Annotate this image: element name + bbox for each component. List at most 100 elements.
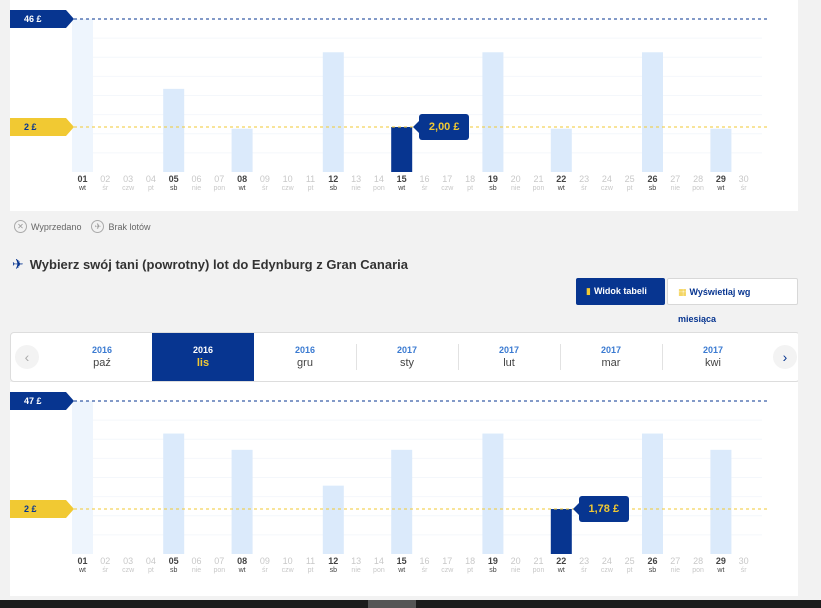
weekday-label: pon xyxy=(213,567,226,574)
weekday-label: wt xyxy=(398,185,406,192)
day-label-12[interactable]: 12 sb xyxy=(322,174,344,193)
day-label-01[interactable]: 01 wt xyxy=(72,174,94,193)
table-view-button[interactable]: ▮ Widok tabeli xyxy=(576,278,665,305)
weekday-label: nie xyxy=(670,185,680,192)
weekday-label: pt xyxy=(307,185,314,192)
horizontal-scrollbar[interactable] xyxy=(0,600,821,608)
month-tab-2017-3[interactable]: 2017 sty xyxy=(356,333,458,381)
day-bar-08 xyxy=(231,449,253,554)
month-tab-2016-2[interactable]: 2016 gru xyxy=(254,333,356,381)
day-label-01[interactable]: 01 wt xyxy=(72,556,94,575)
month-tab-year: 2017 xyxy=(396,345,418,355)
day-number: 29 xyxy=(715,174,726,184)
day-label-05[interactable]: 05 sb xyxy=(163,556,185,575)
day-label-17: 17 czw xyxy=(436,556,458,575)
day-number: 03 xyxy=(123,556,134,566)
month-tab-name: paź xyxy=(93,357,111,369)
day-label-05[interactable]: 05 sb xyxy=(163,174,185,193)
month-tab-name: sty xyxy=(399,357,415,369)
day-label-30: 30 śr xyxy=(733,556,755,575)
day-number: 09 xyxy=(259,556,270,566)
chevron-left-icon[interactable]: ‹ xyxy=(15,345,39,369)
day-label-22[interactable]: 22 wt xyxy=(550,556,572,575)
day-number: 10 xyxy=(282,174,293,184)
month-tab-2017-4[interactable]: 2017 lut xyxy=(458,333,560,381)
day-label-23: 23 śr xyxy=(573,174,595,193)
day-bar-19 xyxy=(482,52,504,173)
chevron-right-icon[interactable]: › xyxy=(773,345,797,369)
day-number: 16 xyxy=(419,556,430,566)
day-bar-01 xyxy=(72,19,93,172)
day-number: 17 xyxy=(442,174,453,184)
month-separator xyxy=(662,344,663,370)
day-label-15[interactable]: 15 wt xyxy=(391,556,413,575)
month-tab-name: lis xyxy=(196,357,210,369)
day-number: 04 xyxy=(145,174,156,184)
weekday-label: pt xyxy=(626,567,633,574)
month-view-button[interactable]: ▦ Wyświetlaj wg miesiąca xyxy=(667,278,798,324)
month-tab-year: 2016 xyxy=(192,345,214,355)
day-label-10: 10 czw xyxy=(277,174,299,193)
weekday-label: śr xyxy=(421,185,428,192)
weekday-label: nie xyxy=(191,185,202,192)
day-number: 01 xyxy=(77,556,88,566)
day-number: 06 xyxy=(191,174,202,184)
month-tab-name: gru xyxy=(297,357,313,369)
weekday-label: wt xyxy=(79,185,86,192)
weekday-label: śr xyxy=(421,567,428,574)
weekday-label: śr xyxy=(740,185,747,192)
day-number: 24 xyxy=(601,174,612,184)
weekday-label: pon xyxy=(692,567,704,574)
day-label-15[interactable]: 15 wt xyxy=(391,174,413,193)
day-label-14: 14 pon xyxy=(368,174,390,193)
page-scrollbar[interactable] xyxy=(798,0,821,600)
weekday-label: pon xyxy=(373,567,385,574)
day-label-19[interactable]: 19 sb xyxy=(482,556,504,575)
day-label-26[interactable]: 26 sb xyxy=(642,556,664,575)
weekday-label: sb xyxy=(648,185,657,192)
day-label-27: 27 nie xyxy=(664,556,686,575)
day-label-22[interactable]: 22 wt xyxy=(550,174,572,193)
day-label-26[interactable]: 26 sb xyxy=(642,174,664,193)
day-number: 28 xyxy=(693,556,704,566)
month-tab-2017-6[interactable]: 2017 kwi xyxy=(662,333,764,381)
day-bar-29 xyxy=(710,128,732,172)
weekday-label: czw xyxy=(281,185,294,192)
day-label-16: 16 śr xyxy=(414,556,436,575)
weekday-label: pon xyxy=(532,185,545,192)
weekday-label: śr xyxy=(581,185,588,192)
day-label-18: 18 pt xyxy=(459,556,481,575)
weekday-label: nie xyxy=(351,185,361,192)
day-label-08[interactable]: 08 wt xyxy=(231,556,253,575)
max-price-flag: 47 £ xyxy=(10,392,74,410)
day-number: 30 xyxy=(738,174,749,184)
day-label-29[interactable]: 29 wt xyxy=(710,174,732,193)
weekday-label: sb xyxy=(489,185,497,192)
day-number: 06 xyxy=(191,556,202,566)
month-separator xyxy=(356,344,357,370)
sold-out-icon: ✕ xyxy=(14,220,27,233)
selected-day-bar xyxy=(391,127,413,172)
day-label-19[interactable]: 19 sb xyxy=(482,174,504,193)
month-tab-2017-5[interactable]: 2017 mar xyxy=(560,333,662,381)
weekday-label: wt xyxy=(557,185,565,192)
day-label-12[interactable]: 12 sb xyxy=(322,556,344,575)
day-number: 07 xyxy=(214,556,225,566)
weekday-label: pon xyxy=(532,567,545,574)
section-title: Wybierz swój tani (powrotny) lot do Edyn… xyxy=(29,257,408,272)
month-tab-name: lut xyxy=(503,357,515,369)
month-tab-2016-1[interactable]: 2016 lis xyxy=(152,333,254,381)
month-tab-2016-0[interactable]: 2016 paź xyxy=(51,333,153,381)
weekday-label: wt xyxy=(79,567,86,574)
day-label-08[interactable]: 08 wt xyxy=(231,174,253,193)
min-price-flag: 2 £ xyxy=(10,118,74,136)
weekday-label: sb xyxy=(169,567,178,574)
day-label-29[interactable]: 29 wt xyxy=(710,556,732,575)
day-number: 02 xyxy=(100,174,111,184)
horizontal-scroll-thumb[interactable] xyxy=(368,600,416,608)
day-number: 13 xyxy=(351,174,362,184)
selected-price-tooltip: 1,78 £ xyxy=(572,496,629,522)
day-label-23: 23 śr xyxy=(573,556,595,575)
day-bar-29 xyxy=(710,449,732,554)
weekday-label: wt xyxy=(717,567,725,574)
